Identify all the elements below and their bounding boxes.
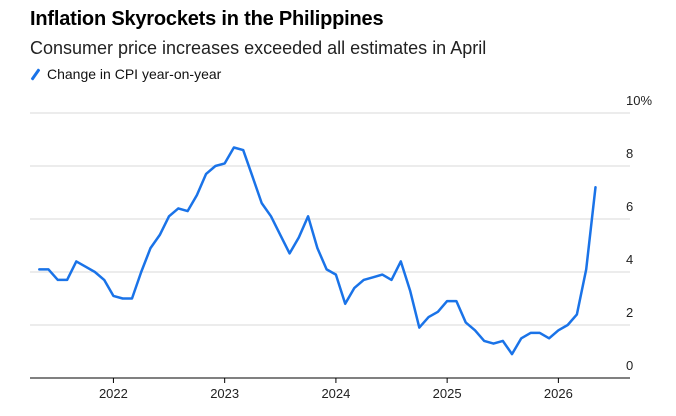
x-tick-label: 2024 (321, 386, 350, 401)
y-tick-labels: 0 2 4 6 8 10% (626, 93, 652, 373)
y-tick-label: 4 (626, 252, 633, 267)
chart-subtitle: Consumer price increases exceeded all es… (30, 38, 487, 58)
grid-layer (30, 112, 630, 379)
legend: Change in CPI year-on-year (30, 66, 221, 82)
x-tick-labels: 2022 2023 2024 2025 2026 (99, 378, 573, 401)
y-tick-label: 6 (626, 199, 633, 214)
chart-title: Inflation Skyrockets in the Philippines (30, 8, 384, 30)
y-tick-label: 0 (626, 358, 633, 373)
x-tick-label: 2023 (210, 386, 239, 401)
x-tick-label: 2025 (433, 386, 462, 401)
y-tick-label: 2 (626, 305, 633, 320)
x-tick-label: 2022 (99, 386, 128, 401)
x-tick-label: 2026 (544, 386, 573, 401)
series-line-cpi (38, 146, 597, 356)
series-layer (38, 146, 597, 356)
legend-label: Change in CPI year-on-year (47, 66, 222, 82)
y-tick-label: 8 (626, 146, 633, 161)
y-tick-label: 10% (626, 93, 652, 108)
